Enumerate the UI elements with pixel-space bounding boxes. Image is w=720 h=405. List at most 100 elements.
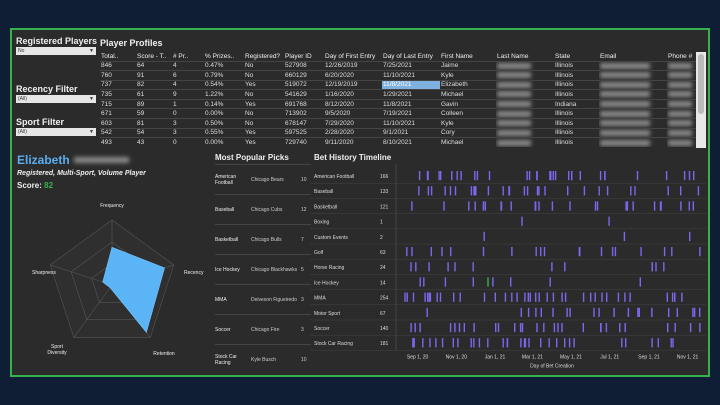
- bet-mark[interactable]: [520, 338, 522, 348]
- bet-mark[interactable]: [624, 323, 626, 333]
- bet-mark[interactable]: [550, 171, 552, 181]
- bet-mark[interactable]: [430, 247, 432, 257]
- bet-mark[interactable]: [510, 277, 512, 287]
- bet-mark[interactable]: [426, 307, 428, 317]
- bet-mark[interactable]: [414, 323, 416, 333]
- bet-mark[interactable]: [638, 307, 640, 317]
- bet-mark[interactable]: [519, 323, 522, 333]
- column-header[interactable]: Player ID: [285, 52, 312, 60]
- bet-mark[interactable]: [427, 186, 430, 196]
- table-row[interactable]: 493 43 0 0.00% Yes 729740 9/11/2020 8/10/2021 Mi…: [100, 137, 706, 148]
- bet-mark[interactable]: [483, 292, 486, 302]
- column-header[interactable]: Score - T..: [137, 52, 167, 60]
- bet-mark[interactable]: [549, 171, 551, 181]
- bet-mark[interactable]: [552, 292, 555, 302]
- bet-mark[interactable]: [655, 262, 657, 272]
- bet-mark[interactable]: [470, 186, 473, 196]
- bet-mark[interactable]: [680, 186, 682, 196]
- bet-mark[interactable]: [492, 277, 494, 287]
- bet-mark[interactable]: [619, 323, 621, 333]
- bet-mark[interactable]: [632, 201, 634, 211]
- bet-mark[interactable]: [625, 338, 627, 348]
- bet-mark[interactable]: [514, 323, 516, 333]
- bet-mark[interactable]: [494, 292, 496, 302]
- bet-mark[interactable]: [440, 171, 442, 181]
- bet-mark[interactable]: [571, 171, 573, 181]
- bet-mark[interactable]: [495, 323, 497, 333]
- bet-mark[interactable]: [452, 338, 454, 348]
- bet-mark[interactable]: [540, 307, 542, 317]
- bet-mark[interactable]: [605, 323, 608, 333]
- bet-mark[interactable]: [613, 307, 615, 317]
- bet-mark[interactable]: [451, 171, 453, 181]
- bet-mark[interactable]: [472, 277, 474, 287]
- table-row[interactable]: 846 64 4 0.47% No 527908 12/26/2019 7/25/2021 Ja…: [100, 60, 706, 71]
- bet-mark[interactable]: [598, 186, 600, 196]
- bet-mark[interactable]: [582, 292, 585, 302]
- bet-mark[interactable]: [594, 201, 597, 211]
- bet-mark[interactable]: [594, 292, 596, 302]
- bet-mark[interactable]: [484, 201, 486, 211]
- bet-mark[interactable]: [406, 247, 408, 257]
- bet-mark[interactable]: [692, 201, 694, 211]
- column-header[interactable]: Day of First Entry: [325, 52, 376, 60]
- bet-mark[interactable]: [470, 338, 472, 348]
- bet-mark[interactable]: [521, 323, 524, 333]
- bet-mark[interactable]: [671, 247, 673, 257]
- bet-mark[interactable]: [526, 186, 529, 196]
- bet-mark[interactable]: [569, 307, 571, 317]
- bet-mark[interactable]: [579, 171, 581, 181]
- bet-mark[interactable]: [450, 247, 452, 257]
- bet-mark[interactable]: [538, 186, 540, 196]
- bet-mark[interactable]: [504, 292, 507, 302]
- bet-mark[interactable]: [663, 262, 665, 272]
- bet-mark[interactable]: [554, 171, 557, 181]
- bet-mark[interactable]: [487, 338, 489, 348]
- bet-mark[interactable]: [630, 186, 632, 196]
- bet-mark[interactable]: [551, 262, 553, 272]
- bet-mark[interactable]: [567, 186, 569, 196]
- bet-mark[interactable]: [536, 186, 539, 196]
- sport-filter-select[interactable]: (All) ▼: [16, 128, 96, 136]
- bet-mark[interactable]: [651, 262, 653, 272]
- bet-mark[interactable]: [535, 247, 537, 257]
- bet-mark[interactable]: [671, 292, 674, 302]
- registered-filter-select[interactable]: No ▼: [16, 47, 96, 55]
- bet-mark[interactable]: [482, 201, 485, 211]
- bet-mark[interactable]: [454, 323, 456, 333]
- bet-mark[interactable]: [606, 186, 609, 196]
- column-header[interactable]: Total..: [101, 52, 119, 60]
- bet-mark[interactable]: [487, 186, 490, 196]
- bet-mark[interactable]: [668, 307, 670, 317]
- bet-mark[interactable]: [637, 307, 639, 317]
- bet-mark[interactable]: [524, 292, 526, 302]
- bet-mark[interactable]: [540, 247, 542, 257]
- bet-mark[interactable]: [412, 292, 415, 302]
- column-header[interactable]: State: [555, 52, 571, 60]
- bet-mark[interactable]: [672, 338, 674, 348]
- bet-mark[interactable]: [406, 292, 408, 302]
- bet-mark[interactable]: [639, 277, 641, 287]
- column-header[interactable]: # Pr..: [173, 52, 189, 60]
- table-row[interactable]: 603 81 3 0.50% No 678147 7/29/2020 11/10/2021 Ky…: [100, 118, 706, 129]
- bet-mark[interactable]: [413, 338, 415, 348]
- bet-mark[interactable]: [523, 186, 526, 196]
- bet-mark[interactable]: [435, 338, 437, 348]
- column-header[interactable]: Last Name: [497, 52, 529, 60]
- bet-mark[interactable]: [478, 338, 481, 348]
- pick-row[interactable]: Ice Hockey Chicago Blackhawks 5: [215, 254, 311, 283]
- bet-mark[interactable]: [600, 323, 602, 333]
- column-header[interactable]: First Name: [441, 52, 473, 60]
- bet-mark[interactable]: [683, 171, 686, 181]
- bet-mark[interactable]: [524, 338, 527, 348]
- bet-mark[interactable]: [564, 338, 566, 348]
- bet-mark[interactable]: [651, 307, 653, 317]
- bet-mark[interactable]: [653, 201, 656, 211]
- bet-mark[interactable]: [667, 186, 669, 196]
- bet-mark[interactable]: [627, 307, 630, 317]
- bet-mark[interactable]: [557, 323, 559, 333]
- pick-row[interactable]: MMA Deiveson Figueiredo 3: [215, 284, 311, 313]
- bet-mark[interactable]: [511, 292, 513, 302]
- column-header[interactable]: Email: [600, 52, 617, 60]
- bet-mark[interactable]: [474, 186, 476, 196]
